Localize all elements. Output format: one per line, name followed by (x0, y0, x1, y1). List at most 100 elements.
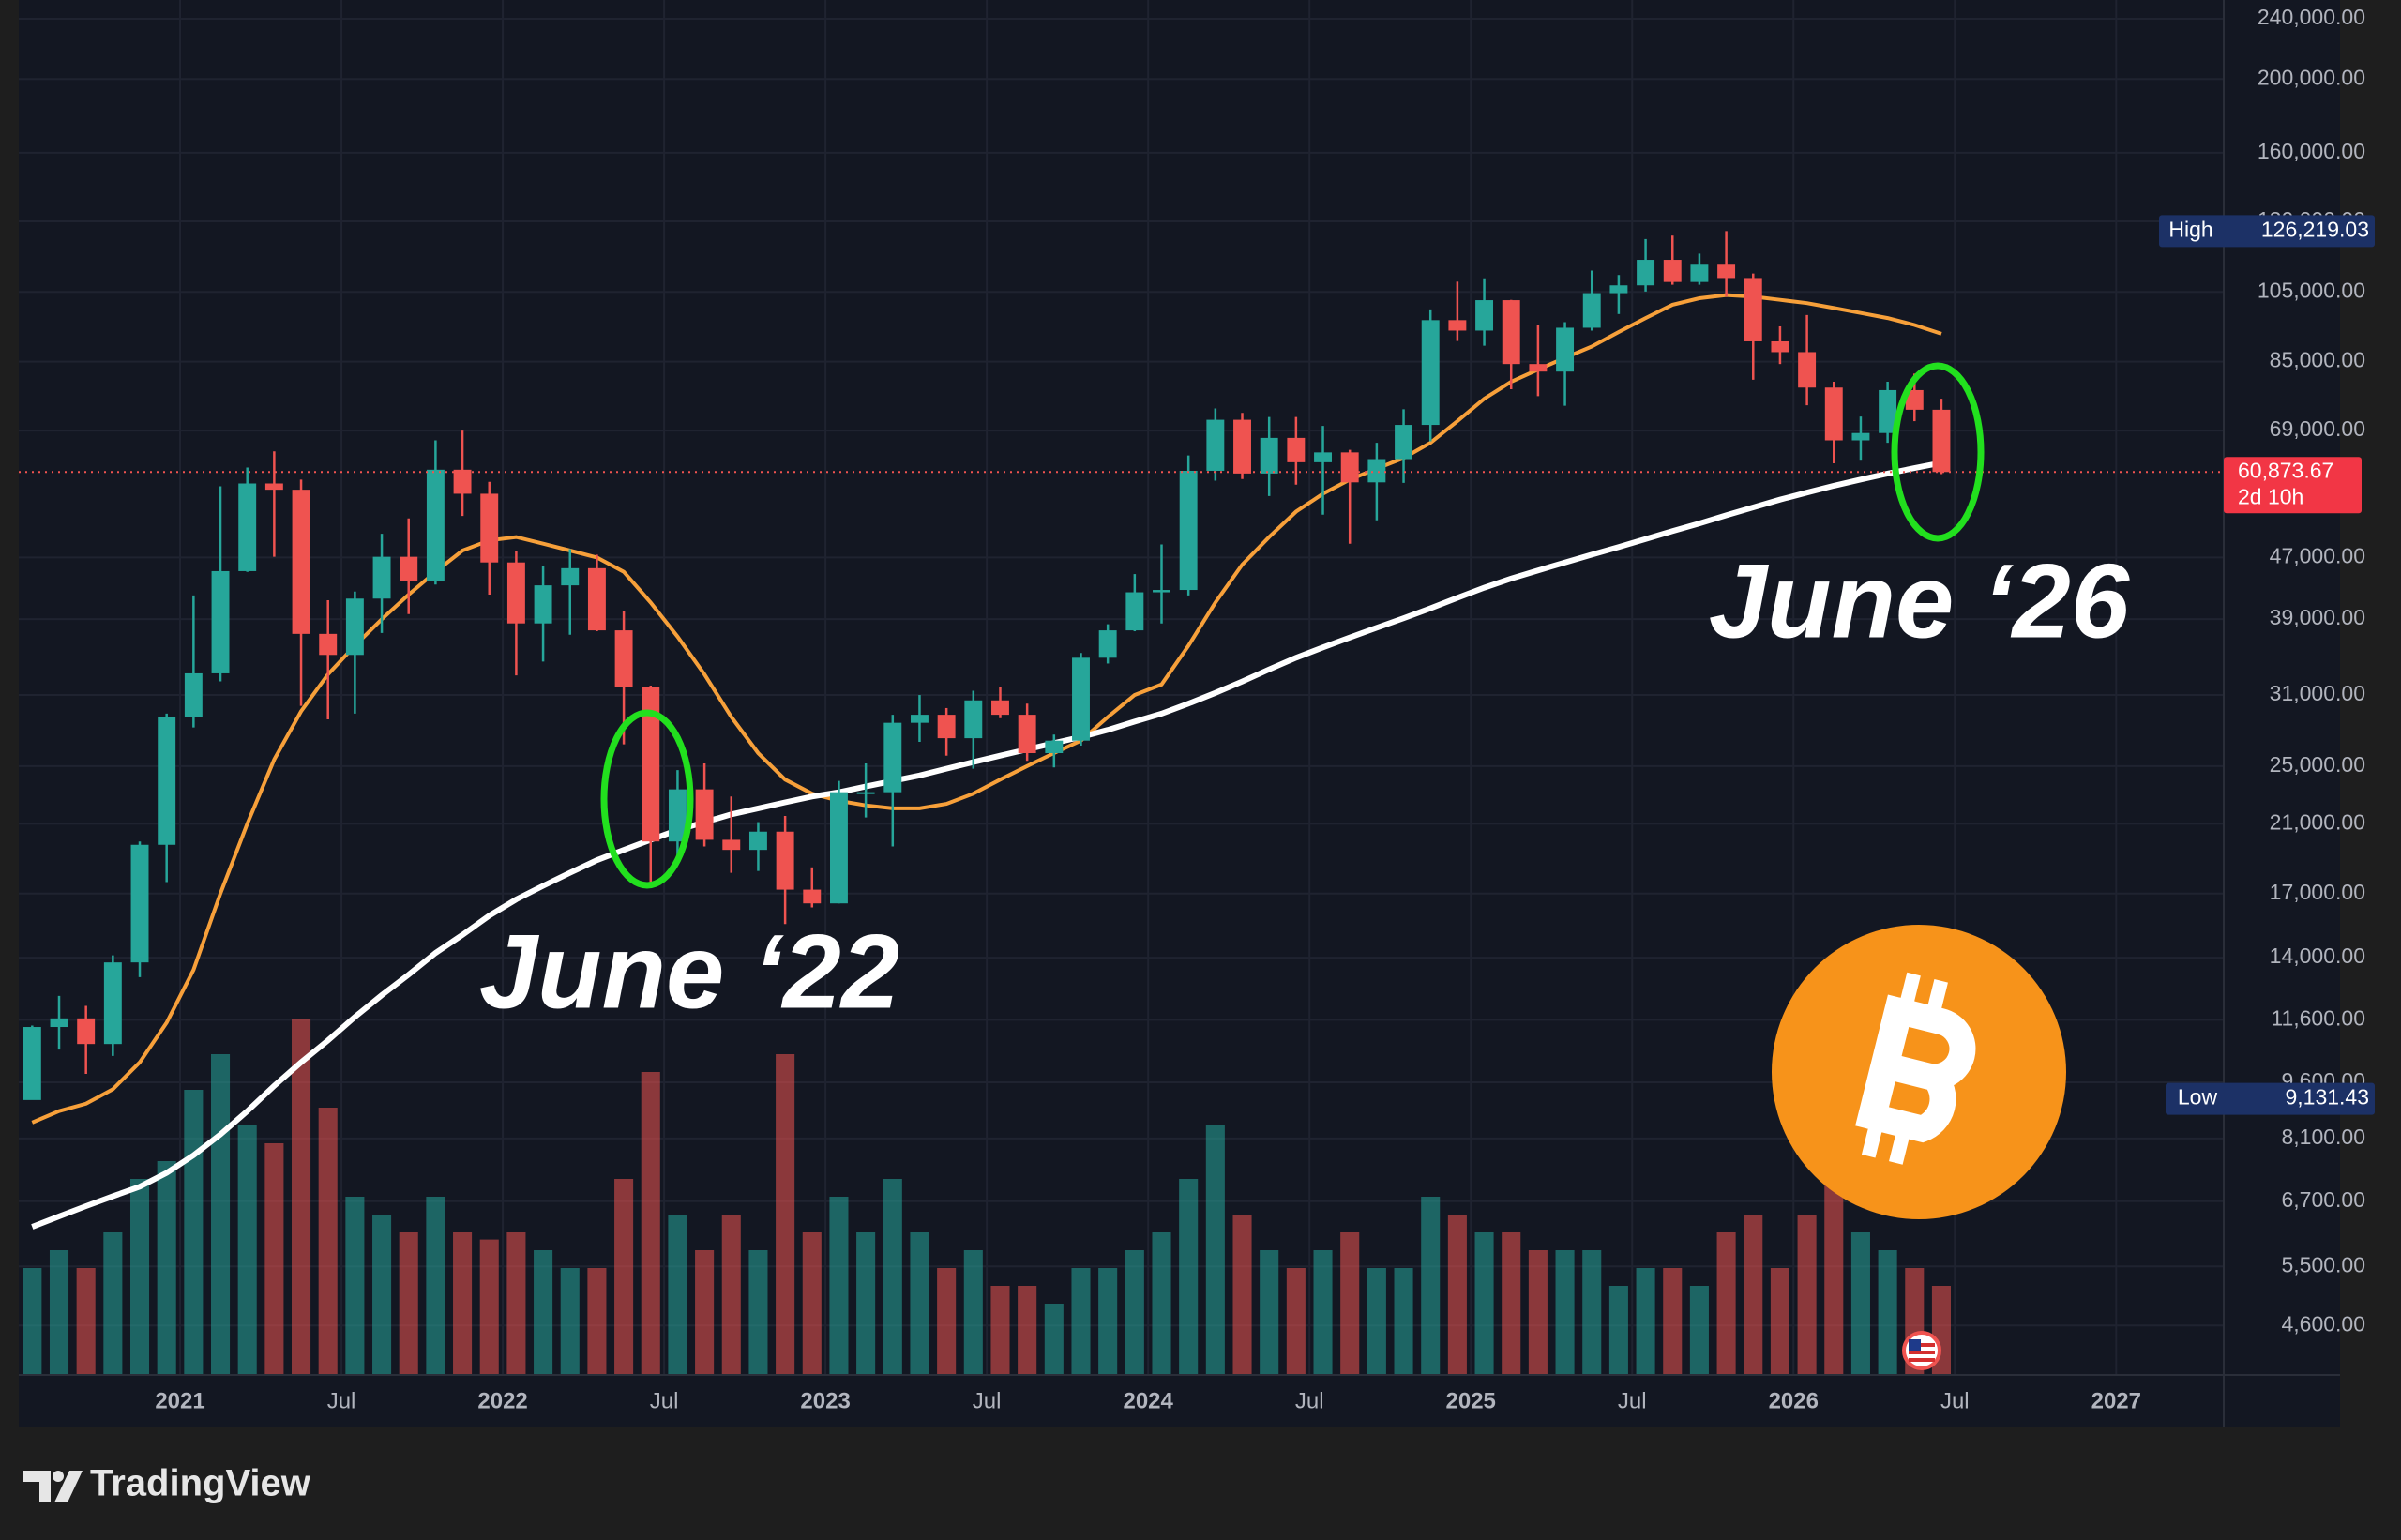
x-tick-label: Jul (1940, 1388, 1970, 1413)
volume-bar (1636, 1268, 1655, 1375)
volume-bar (1716, 1232, 1736, 1375)
volume-bar (883, 1179, 902, 1375)
volume-bar (748, 1250, 768, 1375)
y-tick-label: 85,000.00 (2270, 348, 2365, 372)
y-tick-label: 160,000.00 (2258, 139, 2365, 163)
candle-body (506, 562, 525, 624)
x-tick-label: 2026 (1769, 1388, 1819, 1413)
candle-body (292, 490, 310, 634)
candle-body (1529, 364, 1548, 372)
candle-body (23, 1027, 41, 1100)
volume-bar (668, 1215, 687, 1375)
candle-body (1395, 425, 1413, 460)
candle-body (50, 1018, 68, 1028)
candle-body (1717, 264, 1736, 279)
volume-bar (1367, 1268, 1386, 1375)
volume-bar (103, 1232, 123, 1375)
candle-body (1690, 264, 1709, 282)
candle-body (1905, 389, 1924, 410)
candle-body (1771, 340, 1789, 353)
y-tick-label: 6,700.00 (2281, 1187, 2365, 1212)
candle-body (158, 717, 176, 845)
y-tick-label: 17,000.00 (2270, 880, 2365, 904)
candle-body (1233, 419, 1251, 474)
y-tick-label: 21,000.00 (2270, 809, 2365, 834)
candle-body (1072, 657, 1090, 741)
candle-body (1098, 630, 1117, 658)
volume-bar (1824, 1161, 1844, 1375)
volume-bar (1394, 1268, 1413, 1375)
candle-body (400, 556, 418, 581)
volume-bar (721, 1215, 741, 1375)
candle-body (1932, 409, 1951, 473)
volume-bar (534, 1250, 553, 1375)
y-tick-label: 69,000.00 (2270, 416, 2365, 441)
volume-bar (1421, 1197, 1441, 1375)
candle-body (1851, 432, 1870, 441)
volume-bar (560, 1268, 580, 1375)
candle-body (426, 469, 445, 581)
candle-body (1287, 437, 1306, 462)
candle-body (1340, 452, 1359, 483)
candle-body (991, 700, 1009, 716)
volume-bar (76, 1268, 96, 1375)
volume-bar (264, 1143, 284, 1375)
volume-bar (695, 1250, 715, 1375)
axes: 4,600.005,500.006,700.008,100.009,600.00… (19, 5, 2375, 1413)
candle-body (534, 585, 552, 624)
candle-body (722, 839, 741, 851)
volume-bar (1447, 1215, 1467, 1375)
candle-body (1609, 285, 1628, 294)
y-tick-label: 14,000.00 (2270, 944, 2365, 968)
candle-body (211, 570, 230, 673)
candle-body (184, 672, 203, 717)
flag-icon (1902, 1331, 1941, 1370)
price-marker-name: Low (2178, 1085, 2218, 1110)
candle-body (1018, 715, 1036, 754)
candle-body (130, 844, 149, 963)
candle-body (1367, 459, 1386, 483)
y-tick-label: 4,600.00 (2281, 1311, 2365, 1336)
x-tick-label: Jul (1618, 1388, 1647, 1413)
candle-body (1260, 437, 1278, 474)
candle-body (911, 715, 929, 723)
candle-body (1582, 293, 1601, 328)
x-tick-label: Jul (973, 1388, 1002, 1413)
volume-bar (856, 1232, 876, 1375)
candle-body (1744, 278, 1762, 341)
volume-bar (237, 1125, 257, 1375)
candle-body (480, 493, 499, 563)
candle-body (642, 687, 660, 842)
x-tick-label: 2022 (477, 1388, 527, 1413)
volume-bar (1744, 1215, 1763, 1375)
moving-average (31, 460, 1942, 1230)
volume-bar (802, 1232, 822, 1375)
volume-bar (587, 1268, 607, 1375)
volume-bar (1582, 1250, 1602, 1375)
volume-bar (1125, 1250, 1144, 1375)
volume-bar (1474, 1232, 1494, 1375)
candle-body (372, 556, 391, 599)
volume-bar (184, 1090, 204, 1375)
volume-bar (1071, 1268, 1091, 1375)
candle-body (1421, 320, 1440, 426)
highlight-ellipse (600, 709, 694, 889)
annotation: June ‘22 (479, 913, 899, 1031)
volume-bar (1098, 1268, 1118, 1375)
volume-bar (1232, 1215, 1252, 1375)
bitcoin-logo (1772, 925, 2066, 1219)
x-tick-label: Jul (327, 1388, 356, 1413)
candle-body (1663, 260, 1682, 282)
candle-body (856, 792, 875, 794)
candle-body (103, 962, 122, 1045)
volume-bar (453, 1232, 473, 1375)
candle-body (1314, 452, 1332, 462)
candle-body (937, 715, 956, 739)
volume-bar (372, 1215, 392, 1375)
price-marker-value: 9,131.43 (2285, 1085, 2369, 1110)
volume-bar (1044, 1304, 1064, 1375)
volume-bar (210, 1054, 231, 1375)
volume-bar (1528, 1250, 1548, 1375)
y-tick-label: 31,000.00 (2270, 681, 2365, 705)
candle-body (1879, 389, 1897, 433)
